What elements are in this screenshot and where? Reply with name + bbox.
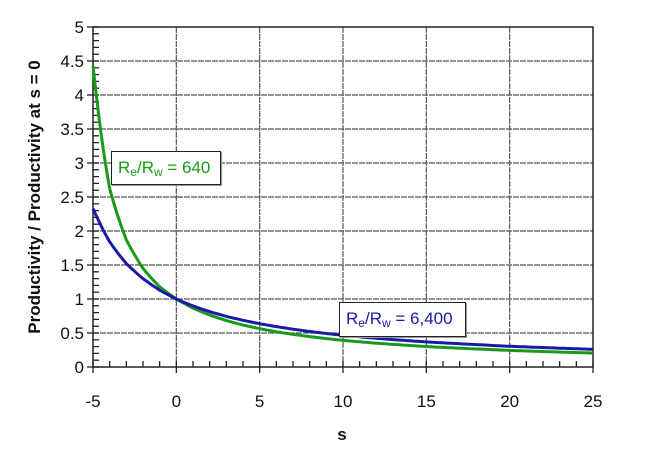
y-tick-label: 3.5 — [60, 120, 84, 139]
annotation-text: = 6,400 — [390, 309, 453, 328]
annotation-re-rw-640: Re/Rw = 640 — [111, 151, 221, 185]
y-tick-label: 4 — [75, 86, 84, 105]
y-tick-label: 2 — [75, 222, 84, 241]
x-tick-label: 5 — [255, 392, 264, 411]
x-tick-label: 15 — [417, 392, 436, 411]
y-tick-label: 3 — [75, 154, 84, 173]
y-tick-label: 0.5 — [60, 324, 84, 343]
x-axis-tick-labels: -5 0 5 10 15 20 25 — [85, 392, 602, 411]
y-tick-label: 1.5 — [60, 256, 84, 275]
y-tick-label: 4.5 — [60, 52, 84, 71]
y-tick-label: 5 — [75, 18, 84, 37]
annotation-sub: w — [381, 316, 391, 330]
annotation-text: /R — [364, 309, 382, 328]
y-tick-label: 1 — [75, 290, 84, 309]
y-axis-tick-labels: 0 0.5 1 1.5 2 2.5 3 3.5 4 4.5 5 — [60, 18, 84, 377]
x-tick-label: 10 — [334, 392, 353, 411]
x-axis-title: s — [337, 425, 346, 444]
annotation-text: R — [118, 158, 131, 177]
minor-ticks — [87, 26, 594, 373]
annotation-sub: w — [153, 165, 163, 179]
grid-lines — [93, 27, 593, 367]
annotation-text: = 640 — [162, 158, 211, 177]
x-tick-label: 25 — [584, 392, 603, 411]
x-tick-label: 20 — [500, 392, 519, 411]
annotation-re-rw-6400: Re/Rw = 6,400 — [339, 302, 466, 337]
annotation-text: /R — [136, 158, 154, 177]
annotation-text: R — [346, 309, 359, 328]
y-axis-title: Productivity / Productivity at s = 0 — [25, 60, 44, 334]
annotation-sub: e — [130, 165, 137, 179]
x-tick-label: -5 — [85, 392, 100, 411]
y-tick-label: 2.5 — [60, 188, 84, 207]
annotation-sub: e — [358, 316, 365, 330]
x-tick-label: 0 — [172, 392, 181, 411]
plot-area-border — [92, 26, 594, 368]
y-tick-label: 0 — [75, 358, 84, 377]
